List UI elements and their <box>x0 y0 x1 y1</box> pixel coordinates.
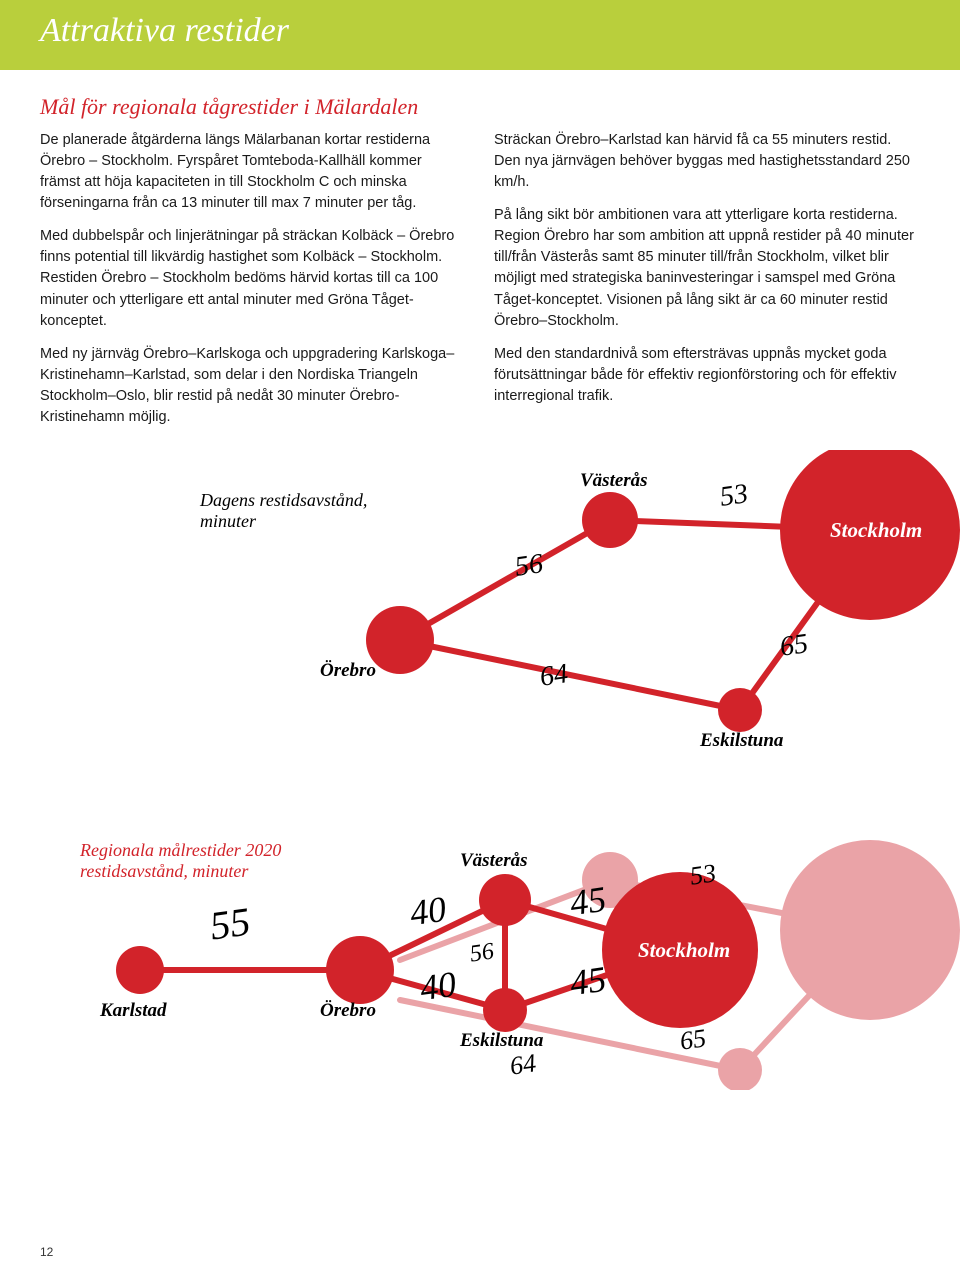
paragraph: De planerade åtgärderna längs Mälarbanan… <box>40 130 466 214</box>
time-label: 40 <box>407 887 448 934</box>
time-label: 64 <box>508 1048 538 1081</box>
paragraph: Sträckan Örebro–Karlstad kan härvid få c… <box>494 130 920 193</box>
city-label: Örebro <box>320 660 376 682</box>
time-label: 55 <box>207 897 253 949</box>
content-area: Mål för regionala tågrestider i Mälardal… <box>0 70 960 1090</box>
time-label: 65 <box>778 628 810 664</box>
city-label: Västerås <box>460 850 528 872</box>
time-label: 65 <box>678 1023 708 1056</box>
text-columns: De planerade åtgärderna längs Mälarbanan… <box>40 130 920 439</box>
page-title: Attraktiva restider <box>40 12 920 50</box>
time-label: 53 <box>688 858 718 891</box>
city-label: Västerås <box>580 470 648 492</box>
city-label: Örebro <box>320 1000 376 1022</box>
time-label: 64 <box>538 658 570 694</box>
paragraph: Med ny järnväg Örebro–Karlskoga och uppg… <box>40 344 466 428</box>
section-subtitle: Mål för regionala tågrestider i Mälardal… <box>40 94 460 120</box>
city-label: Karlstad <box>100 1000 167 1022</box>
city-label: Stockholm <box>638 938 730 963</box>
paragraph: På lång sikt bör ambitionen vara att ytt… <box>494 205 920 331</box>
paragraph: Med dubbelspår och linjerätningar på str… <box>40 226 466 331</box>
time-label: 45 <box>567 957 608 1004</box>
column-left: De planerade åtgärderna längs Mälarbanan… <box>40 130 466 439</box>
time-label: 56 <box>513 548 545 584</box>
time-label: 40 <box>417 962 458 1009</box>
city-label: Stockholm <box>830 518 922 543</box>
paragraph: Med den standardnivå som eftersträvas up… <box>494 344 920 407</box>
page-number: 12 <box>40 1245 53 1259</box>
diagram-svg <box>40 450 960 1090</box>
time-label: 53 <box>718 478 750 514</box>
time-label: 56 <box>468 938 496 968</box>
time-label: 45 <box>567 877 608 924</box>
diagram1-caption: Dagens restidsavstånd, minuter <box>200 490 367 533</box>
column-right: Sträckan Örebro–Karlstad kan härvid få c… <box>494 130 920 439</box>
diagram2-caption: Regionala målrestider 2020 restidsavstån… <box>80 840 281 883</box>
city-label: Eskilstuna <box>700 730 783 752</box>
banner: Attraktiva restider <box>0 0 960 70</box>
network-diagrams: Dagens restidsavstånd, minuter Regionala… <box>40 450 920 1090</box>
